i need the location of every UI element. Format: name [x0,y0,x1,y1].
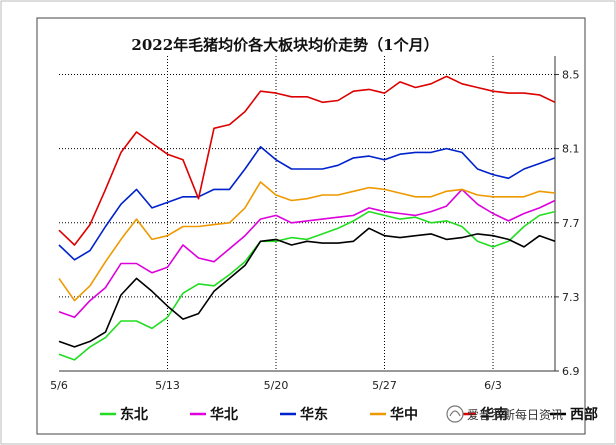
chart-title: 2022年毛猪均价各大板块均价走势（1个月） [131,36,438,54]
series-line-0 [58,210,556,361]
x-tick-label: 5/6 [50,379,68,392]
y-tick-label: 7.7 [562,217,580,230]
legend-label-0: 东北 [120,406,148,423]
x-tick-label: 5/13 [155,379,180,392]
legend-label-4: 华南 [480,406,508,423]
x-tick-label: 5/27 [372,379,397,392]
watermark-logo-mark [449,410,461,417]
y-tick-label: 6.9 [562,365,580,378]
legend-label-2: 华东 [300,406,328,423]
watermark-logo-icon [446,405,464,423]
x-tick-label: 6/3 [484,379,502,392]
y-tick-label: 7.3 [562,291,580,304]
series-line-1 [58,188,556,319]
x-tick-label: 5/20 [264,379,289,392]
x-tick-labels: 5/6 5/13 5/20 5/27 6/3 [50,379,502,392]
legend-label-3: 华中 [390,406,418,423]
y-tick-labels: 6.9 7.3 7.7 8.1 8.5 [562,69,580,378]
watermark-text: 爱普罗斯每日资讯 [467,407,563,422]
series-line-5 [58,227,556,348]
legend-label-1: 华北 [210,406,238,423]
series-line-2 [58,146,556,261]
y-tick-label: 8.1 [562,143,580,156]
series-line-4 [58,75,556,246]
series-line-3 [58,181,556,302]
legend-label-5: 西部 [570,406,598,423]
y-tick-label: 8.5 [562,69,580,82]
series-lines [58,75,556,361]
watermark: 爱普罗斯每日资讯 [446,405,563,423]
axes [59,56,559,372]
chart-inner-frame [36,17,586,435]
